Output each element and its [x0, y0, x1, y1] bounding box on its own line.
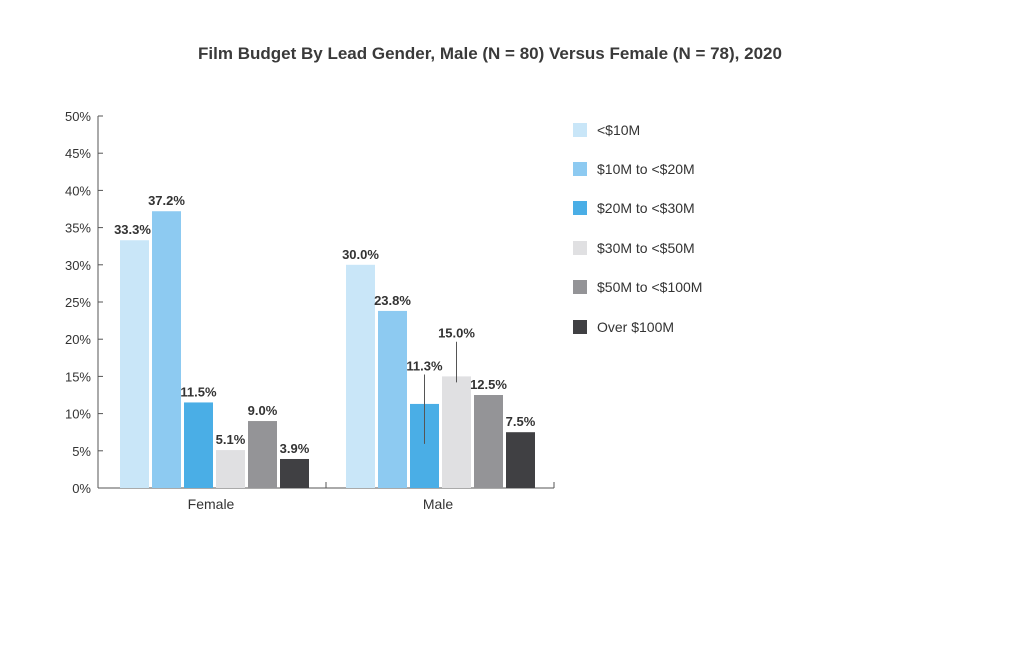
- legend-label: $10M to <$20M: [597, 161, 695, 178]
- data-label: 33.3%: [114, 222, 151, 237]
- x-category-label: Male: [423, 496, 454, 512]
- y-tick-label: 10%: [65, 407, 91, 422]
- y-tick-label: 45%: [65, 146, 91, 161]
- legend-swatch: [573, 162, 587, 177]
- legend-item: $10M to <$20M: [573, 149, 702, 188]
- bar: [346, 264, 375, 488]
- y-tick-label: 20%: [65, 332, 91, 347]
- data-label: 5.1%: [216, 432, 246, 447]
- bar: [280, 458, 309, 488]
- bar: [442, 376, 471, 488]
- y-tick-label: 25%: [65, 295, 91, 310]
- legend-label: Over $100M: [597, 318, 675, 335]
- data-label: 15.0%: [438, 326, 475, 341]
- chart-data-labels: 33.3% 30.0% 37.2% 23.8% 11.5% 11.3% 5.1% 15.0% 9…: [114, 193, 536, 456]
- legend-swatch: [573, 319, 587, 334]
- bar: [248, 421, 277, 488]
- bar: [506, 432, 535, 488]
- bar: [120, 240, 149, 488]
- legend-item: $20M to <$30M: [573, 189, 702, 228]
- data-label: 9.0%: [248, 403, 278, 418]
- chart-title: Film Budget By Lead Gender, Male (N = 80…: [198, 44, 782, 63]
- legend-swatch: [573, 122, 587, 137]
- legend-item: <$10M: [573, 110, 702, 149]
- y-tick-label: 0%: [72, 481, 91, 496]
- legend-swatch: [573, 240, 587, 255]
- legend-label: <$10M: [597, 121, 641, 138]
- legend-swatch: [573, 280, 587, 295]
- y-tick-label: 40%: [65, 183, 91, 198]
- bar: [184, 402, 213, 488]
- data-label: 7.5%: [506, 414, 536, 429]
- x-category-label: Female: [188, 496, 235, 512]
- data-label: 3.9%: [280, 441, 310, 456]
- legend-label: $20M to <$30M: [597, 200, 695, 217]
- data-label: 37.2%: [148, 193, 185, 208]
- data-label: 11.3%: [406, 358, 443, 373]
- chart-legend: <$10M $10M to <$20M $20M to <$30M $30M to <…: [573, 110, 702, 346]
- y-tick-label: 35%: [65, 221, 91, 236]
- data-label: 23.8%: [374, 293, 411, 308]
- y-tick-label: 50%: [65, 109, 91, 124]
- bar: [216, 450, 245, 488]
- legend-label: $50M to <$100M: [597, 279, 703, 296]
- legend-swatch: [573, 201, 587, 216]
- y-tick-label: 15%: [65, 369, 91, 384]
- bar: [378, 310, 407, 488]
- chart-bars: [120, 211, 535, 488]
- data-label: 12.5%: [470, 377, 507, 392]
- legend-item: $50M to <$100M: [573, 268, 702, 307]
- y-tick-label: 5%: [72, 444, 91, 459]
- legend-item: $30M to <$50M: [573, 228, 702, 267]
- bar: [474, 395, 503, 488]
- y-tick-label: 30%: [65, 258, 91, 273]
- chart-axes: 0% 5% 10% 15% 20% 25% 30% 35% 40% 45% 50% Female Mal…: [65, 109, 555, 512]
- data-label: 30.0%: [342, 247, 379, 262]
- data-label: 11.5%: [180, 384, 217, 399]
- bar: [152, 211, 181, 488]
- legend-label: $30M to <$50M: [597, 239, 695, 256]
- legend-item: Over $100M: [573, 307, 702, 346]
